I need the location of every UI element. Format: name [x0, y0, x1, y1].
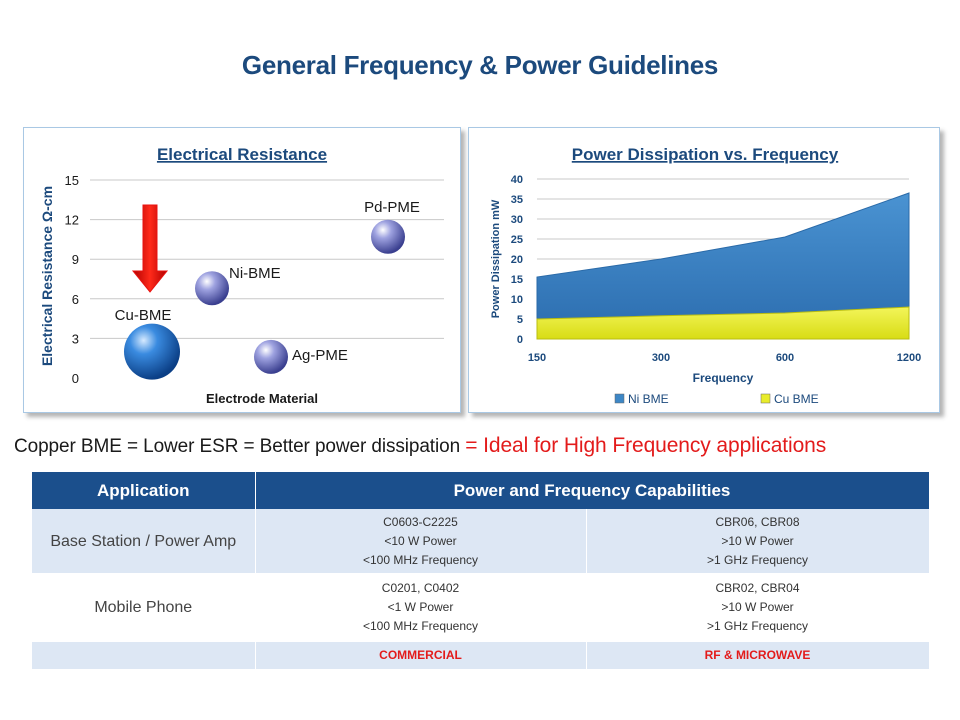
down-arrow-icon	[131, 204, 169, 293]
x-tick-label: 300	[652, 352, 670, 364]
bubble-cu-bme	[124, 323, 180, 380]
legend-label: Cu BME	[774, 392, 819, 406]
commercial-spec-cell: C0603-C2225 <10 W Power <100 MHz Frequen…	[255, 509, 587, 573]
legend-swatch	[760, 393, 771, 404]
rf-spec-cell: CBR06, CBR08 >10 W Power >1 GHz Frequenc…	[586, 509, 930, 573]
spec-line: CBR06, CBR08	[715, 514, 800, 529]
application-cell: Base Station / Power Amp	[32, 509, 256, 573]
tagline-highlight: = Ideal for High Frequency applications	[465, 434, 827, 457]
bubble-label: Ni-BME	[229, 265, 281, 282]
power-legend: Ni BME Cu BME	[614, 392, 819, 406]
legend-swatch	[614, 393, 625, 404]
page-title: General Frequency & Power Guidelines	[241, 50, 719, 80]
y-tick-label: 15	[511, 274, 523, 286]
y-tick-label: 30	[511, 214, 523, 226]
area-cu-bme	[536, 306, 910, 340]
resistance-chart: Electrical Resistance 0 3 6 9 12 15 Electrica…	[39, 145, 444, 406]
table-header-row: Application Power and Frequency Capabili…	[32, 472, 930, 509]
x-tick-label: 150	[528, 352, 546, 364]
power-chart: Power Dissipation vs. Frequency 0 5 10 15 20…	[490, 145, 921, 406]
y-tick-label: 0	[72, 371, 79, 386]
tagline: Copper BME = Lower ESR = Better power di…	[14, 434, 954, 458]
y-tick-label: 25	[511, 234, 523, 246]
capabilities-table: Application Power and Frequency Capabili…	[32, 472, 930, 669]
y-tick-label: 6	[72, 292, 79, 307]
spec-line: >1 GHz Frequency	[706, 552, 809, 567]
header-application: Application	[32, 472, 256, 509]
bubble-ag-pme	[254, 339, 288, 374]
resistance-x-axis-label: Electrode Material	[206, 391, 318, 406]
resistance-chart-title: Electrical Resistance	[157, 145, 327, 164]
legend-label: Ni BME	[628, 392, 669, 406]
spec-line: C0201, C0402	[381, 581, 460, 595]
commercial-spec-cell: C0201, C0402 <1 W Power <100 MHz Frequen…	[255, 573, 587, 642]
category-commercial: COMMERCIAL	[255, 642, 587, 669]
power-x-axis-label: Frequency	[693, 371, 754, 385]
spec-line: CBR02, CBR04	[715, 581, 800, 595]
category-rf-microwave: RF & MICROWAVE	[586, 642, 930, 669]
y-tick-label: 3	[72, 331, 79, 346]
bubble-label: Pd-PME	[364, 199, 420, 216]
resistance-y-ticks: 0 3 6 9 12 15	[65, 173, 79, 386]
bubble-label: Cu-BME	[115, 307, 172, 324]
resistance-bubbles: Cu-BME Ni-BME Ag-PME Pd-PME	[115, 199, 420, 380]
table-footer-row: COMMERCIAL RF & MICROWAVE	[32, 642, 930, 669]
spec-line: >1 GHz Frequency	[706, 619, 809, 633]
resistance-y-axis-label: Electrical Resistance Ω-cm	[39, 186, 55, 366]
y-tick-label: 20	[511, 254, 523, 266]
spec-line: <10 W Power	[384, 533, 457, 548]
y-tick-label: 12	[65, 213, 79, 228]
x-tick-label: 1200	[897, 352, 921, 364]
bubble-ni-bme	[195, 271, 229, 306]
power-areas	[536, 192, 910, 340]
tagline-main: Copper BME = Lower ESR = Better power di…	[14, 436, 461, 457]
footer-application-cell	[32, 642, 256, 669]
y-tick-label: 10	[511, 294, 523, 306]
y-tick-label: 35	[511, 194, 523, 206]
spec-line: >10 W Power	[721, 533, 794, 548]
bubble-label: Ag-PME	[292, 347, 348, 364]
power-x-ticks: 150 300 600 1200	[528, 352, 921, 364]
y-tick-label: 40	[511, 174, 523, 186]
table-row: Base Station / Power Amp C0603-C2225 <10…	[32, 509, 930, 573]
y-tick-label: 9	[72, 252, 79, 267]
application-cell: Mobile Phone	[32, 573, 256, 642]
spec-line: C0603-C2225	[383, 514, 458, 529]
header-capabilities: Power and Frequency Capabilities	[255, 472, 930, 509]
power-chart-title: Power Dissipation vs. Frequency	[572, 145, 839, 164]
spec-line: >10 W Power	[721, 600, 794, 614]
spec-line: <1 W Power	[387, 600, 454, 614]
spec-line: <100 MHz Frequency	[362, 552, 479, 567]
spec-line: <100 MHz Frequency	[362, 619, 479, 633]
y-tick-label: 15	[65, 173, 79, 188]
table-row: Mobile Phone C0201, C0402 <1 W Power <10…	[32, 573, 930, 642]
power-chart-panel: Power Dissipation vs. Frequency 0 5 10 15 20…	[468, 127, 940, 413]
y-tick-label: 5	[517, 314, 523, 326]
resistance-chart-panel: Electrical Resistance 0 3 6 9 12 15 Electrica…	[23, 127, 461, 413]
x-tick-label: 600	[776, 352, 794, 364]
y-tick-label: 0	[517, 334, 523, 346]
power-y-axis-label: Power Dissipation mW	[490, 199, 502, 318]
bubble-pd-pme	[371, 219, 405, 254]
rf-spec-cell: CBR02, CBR04 >10 W Power >1 GHz Frequenc…	[586, 573, 930, 642]
power-y-ticks: 0 5 10 15 20 25 30 35 40	[511, 174, 523, 346]
